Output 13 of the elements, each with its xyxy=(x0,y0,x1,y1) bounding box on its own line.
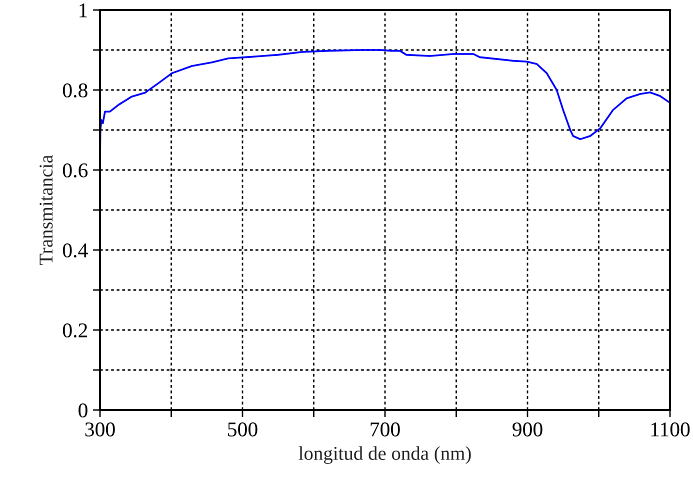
x-tick-label: 700 xyxy=(370,422,400,436)
x-tick-label: 1100 xyxy=(651,422,690,436)
y-tick-label: 0.2 xyxy=(62,323,88,338)
y-tick-label: 0.4 xyxy=(62,243,88,258)
x-tick-label: 900 xyxy=(512,422,542,436)
x-axis-title: longitud de onda (nm) xyxy=(298,446,471,464)
y-tick-label: 0.8 xyxy=(62,83,88,98)
x-tick-label: 500 xyxy=(228,422,258,436)
y-axis-title: Transmitancia xyxy=(40,155,53,265)
y-tick-label: 0 xyxy=(78,403,88,418)
y-tick-label: 0.6 xyxy=(62,163,88,178)
y-tick-label: 1 xyxy=(80,3,87,18)
x-tick-label: 300 xyxy=(85,422,115,436)
